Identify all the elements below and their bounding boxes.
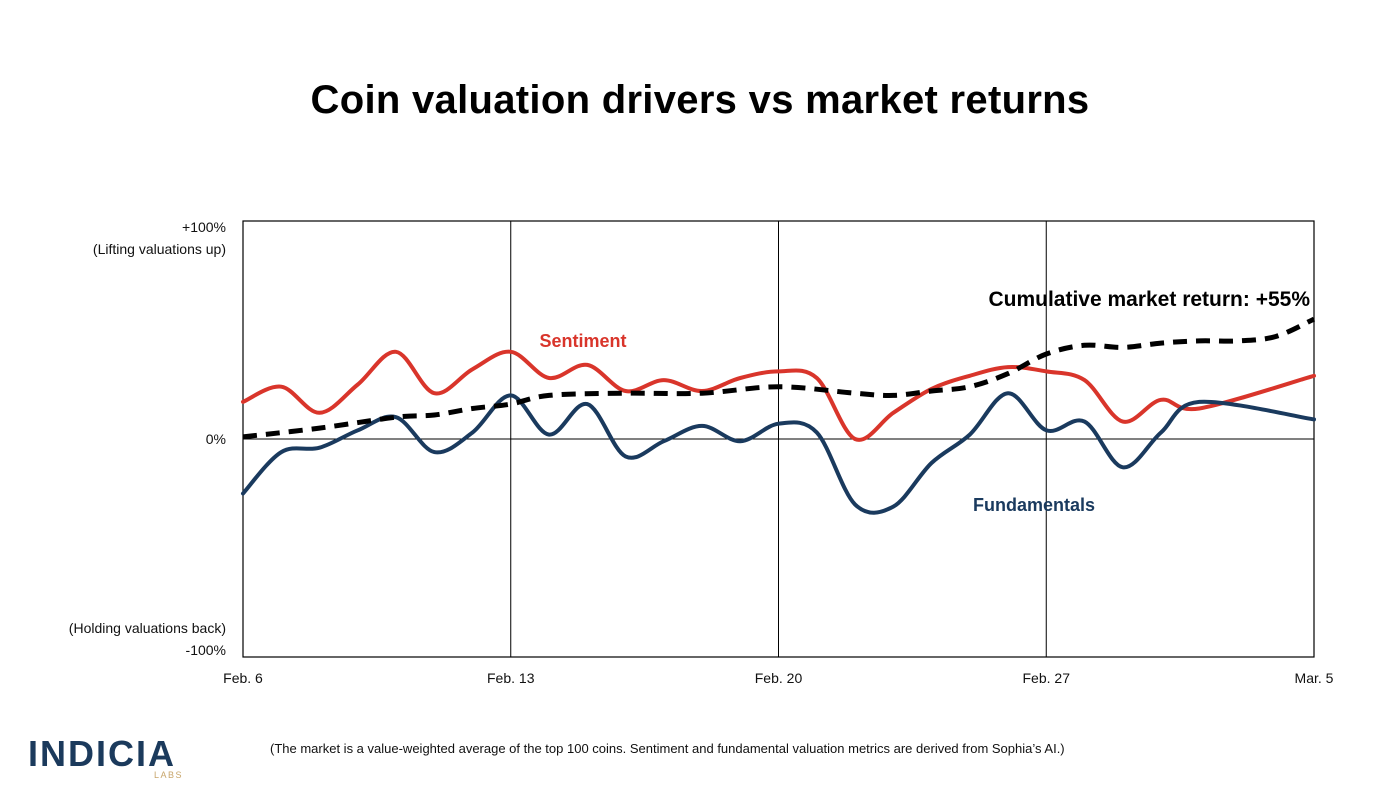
series-line-fundamentals xyxy=(241,391,1316,515)
series-label: Cumulative market return: +55% xyxy=(988,288,1310,311)
y-tick-sublabel: (Holding valuations back) xyxy=(69,620,226,636)
indicia-labs-logo: INDICIA LABS xyxy=(28,734,188,782)
footnote: (The market is a value-weighted average … xyxy=(270,741,1065,756)
logo-text: INDICIA xyxy=(28,733,176,774)
series-label: Sentiment xyxy=(539,331,626,351)
chart-svg: Feb. 6 Feb. 13 Feb. 20 Feb. 27 Mar. 5 +100% (L… xyxy=(69,219,1334,686)
series-label: Fundamentals xyxy=(973,495,1095,515)
x-tick-label: Feb. 13 xyxy=(487,670,535,686)
y-tick-sublabel: (Lifting valuations up) xyxy=(93,241,226,257)
x-tick-label: Mar. 5 xyxy=(1295,670,1334,686)
series-line-sentiment xyxy=(241,349,1316,442)
x-tick-label: Feb. 27 xyxy=(1023,670,1071,686)
logo-sub-text: LABS xyxy=(154,770,184,780)
y-tick-label: +100% xyxy=(182,219,226,235)
chart-title: Coin valuation drivers vs market returns xyxy=(310,78,1090,122)
series-line-cumulative-market-return xyxy=(242,316,1316,440)
x-tick-label: Feb. 20 xyxy=(755,670,803,686)
y-tick-label: 0% xyxy=(206,431,226,447)
y-tick-label: -100% xyxy=(186,642,226,658)
x-tick-label: Feb. 6 xyxy=(223,670,263,686)
